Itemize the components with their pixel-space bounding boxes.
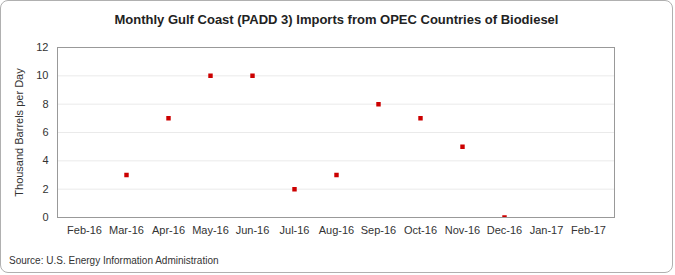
svg-text:Oct-16: Oct-16 [404,224,437,236]
svg-text:10: 10 [36,69,48,81]
svg-text:Aug-16: Aug-16 [319,224,354,236]
html-text:Monthly Gulf Coast (PADD 3) Im: Monthly Gulf Coast (PADD 3) Imports from… [114,12,559,27]
svg-text:0: 0 [42,211,48,223]
svg-text:May-16: May-16 [192,224,229,236]
html-text:Source: U.S. Energy Informatio: Source: U.S. Energy Information Administ… [9,255,219,266]
svg-text:6: 6 [42,126,48,138]
svg-text:2: 2 [42,183,48,195]
svg-text:Apr-16: Apr-16 [152,224,185,236]
svg-text:Mar-16: Mar-16 [109,224,144,236]
svg-text:Nov-16: Nov-16 [445,224,480,236]
svg-text:Jan-17: Jan-17 [530,224,564,236]
svg-text:Thousand Barrels per Day: Thousand Barrels per Day [13,68,25,197]
svg-text:8: 8 [42,98,48,110]
svg-text:Feb-16: Feb-16 [67,224,102,236]
svg-text:Jul-16: Jul-16 [280,224,310,236]
svg-text:Dec-16: Dec-16 [487,224,522,236]
svg-text:Jun-16: Jun-16 [236,224,270,236]
svg-text:4: 4 [42,154,48,166]
svg-text:12: 12 [36,41,48,53]
svg-text:Feb-17: Feb-17 [571,224,606,236]
svg-text:Sep-16: Sep-16 [361,224,396,236]
